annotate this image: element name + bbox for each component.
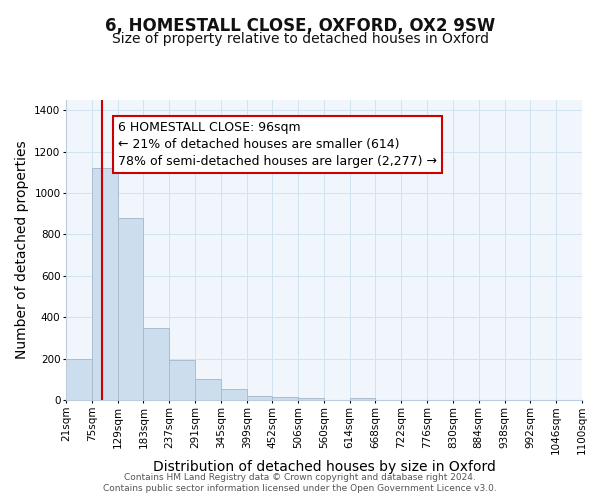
Bar bbox=[118, 218, 143, 400]
Text: Size of property relative to detached houses in Oxford: Size of property relative to detached ho… bbox=[112, 32, 488, 46]
Bar bbox=[298, 398, 324, 400]
Bar bbox=[143, 328, 169, 400]
Text: 6, HOMESTALL CLOSE, OXFORD, OX2 9SW: 6, HOMESTALL CLOSE, OXFORD, OX2 9SW bbox=[105, 18, 495, 36]
Bar bbox=[66, 358, 92, 400]
Bar bbox=[272, 397, 298, 400]
Y-axis label: Number of detached properties: Number of detached properties bbox=[14, 140, 29, 360]
Bar bbox=[169, 360, 195, 400]
Bar bbox=[195, 380, 221, 400]
Text: Contains HM Land Registry data © Crown copyright and database right 2024.: Contains HM Land Registry data © Crown c… bbox=[124, 472, 476, 482]
Bar bbox=[221, 388, 247, 400]
Bar bbox=[92, 168, 118, 400]
Bar bbox=[350, 398, 376, 400]
X-axis label: Distribution of detached houses by size in Oxford: Distribution of detached houses by size … bbox=[152, 460, 496, 473]
Text: Contains public sector information licensed under the Open Government Licence v3: Contains public sector information licen… bbox=[103, 484, 497, 493]
Text: 6 HOMESTALL CLOSE: 96sqm
← 21% of detached houses are smaller (614)
78% of semi-: 6 HOMESTALL CLOSE: 96sqm ← 21% of detach… bbox=[118, 120, 437, 168]
Bar bbox=[247, 396, 272, 400]
